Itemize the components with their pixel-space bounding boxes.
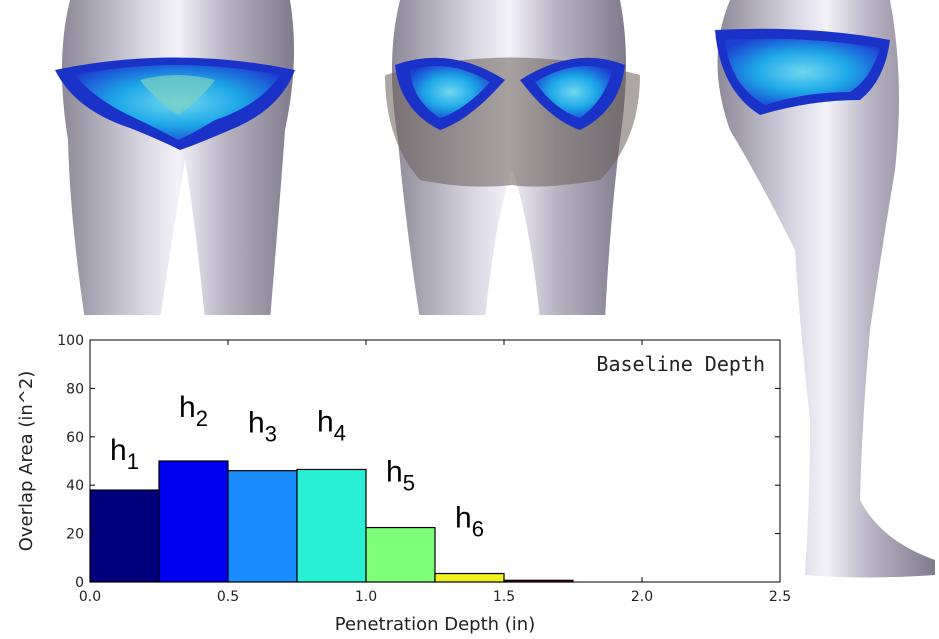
annotation-base: h xyxy=(317,405,334,438)
bar xyxy=(158,460,229,583)
bar xyxy=(296,468,367,583)
y-axis-label: Overlap Area (in^2) xyxy=(16,371,37,552)
annotation-base: h xyxy=(386,456,403,489)
body-side-render xyxy=(715,0,935,578)
annotation-base: h xyxy=(110,434,127,467)
annotation-subscript: 5 xyxy=(403,471,415,496)
x-tick-label: 2.0 xyxy=(631,589,653,605)
legend-text: Baseline Depth xyxy=(596,352,765,376)
bar xyxy=(434,572,505,583)
bar-annotation: h1 xyxy=(110,434,139,474)
bar-annotation: h2 xyxy=(179,391,208,431)
bar-annotation: h3 xyxy=(248,407,277,447)
y-tick-label: 80 xyxy=(66,381,84,397)
chart-background xyxy=(0,315,800,639)
annotation-subscript: 2 xyxy=(196,406,208,431)
annotation-base: h xyxy=(455,502,472,535)
x-tick-label: 1.0 xyxy=(355,589,377,605)
annotation-subscript: 4 xyxy=(334,420,346,445)
y-tick-label: 60 xyxy=(66,430,84,446)
y-tick-label: 0 xyxy=(75,575,84,591)
annotation-subscript: 6 xyxy=(472,517,484,542)
plot-frame xyxy=(89,339,781,583)
annotation-base: h xyxy=(248,407,265,440)
y-tick-label: 40 xyxy=(66,478,84,494)
body-front-render xyxy=(55,0,295,320)
bar xyxy=(89,489,160,583)
x-axis-label: Penetration Depth (in) xyxy=(335,614,535,635)
bar xyxy=(227,470,298,583)
chart: Baseline Depth Penetration Depth (in) Ov… xyxy=(16,352,765,635)
x-tick-label: 2.5 xyxy=(769,589,791,605)
annotation-subscript: 3 xyxy=(265,422,277,447)
annotation-base: h xyxy=(179,391,196,424)
y-tick-label: 20 xyxy=(66,527,84,543)
bar-annotation: h5 xyxy=(386,456,415,496)
x-tick-label: 0.0 xyxy=(79,589,101,605)
body-back-render xyxy=(385,0,640,320)
annotation-subscript: 1 xyxy=(127,449,139,474)
bar-annotation: h4 xyxy=(317,405,346,445)
bar xyxy=(365,526,436,583)
bar-annotation: h6 xyxy=(455,502,484,542)
x-tick-label: 0.5 xyxy=(217,589,239,605)
x-tick-label: 1.5 xyxy=(493,589,515,605)
y-tick-label: 100 xyxy=(57,333,84,349)
